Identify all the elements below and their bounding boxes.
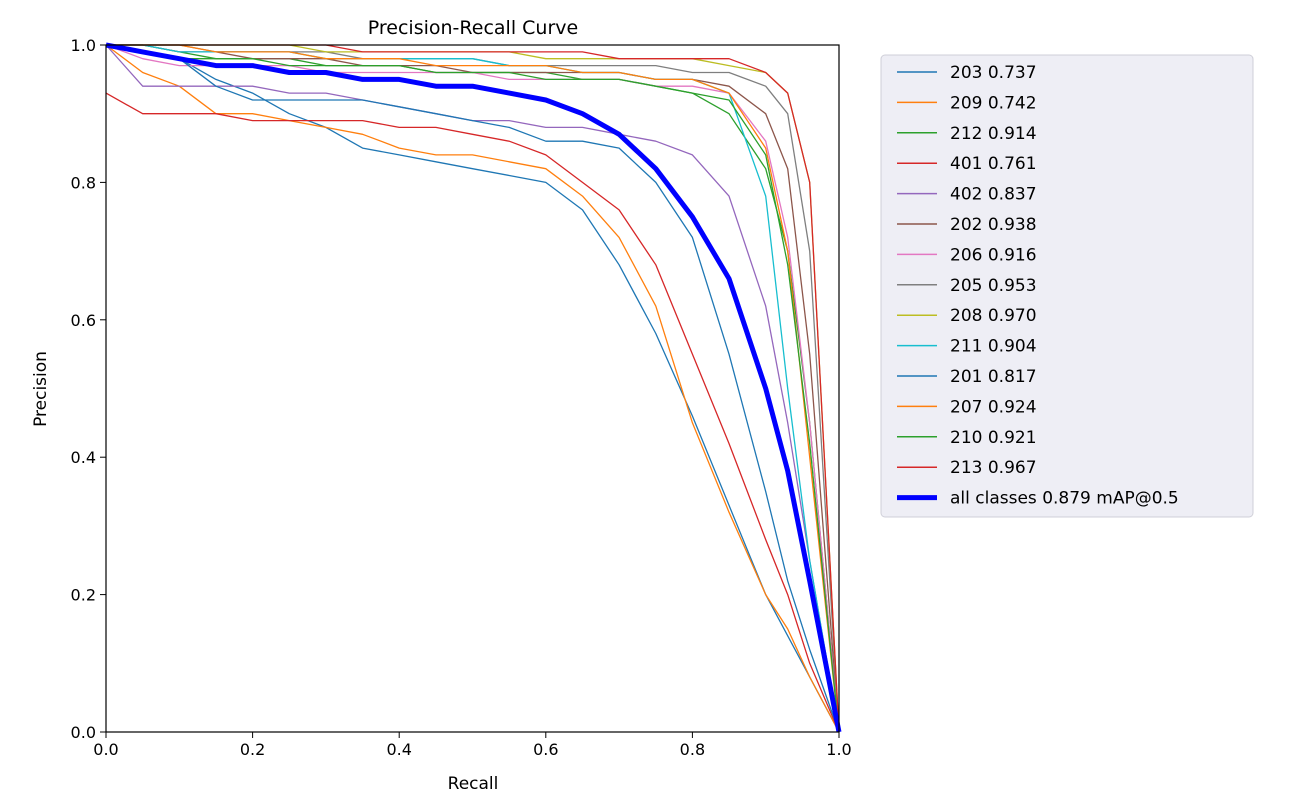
series-line-2 — [106, 44, 840, 733]
series-line-13 — [106, 44, 840, 733]
y-tick-label-1: 0.2 — [71, 586, 96, 605]
legend: 203 0.737 209 0.742 212 0.914 401 0.761 402 … — [880, 54, 1254, 518]
legend-label-7: 205 0.953 — [950, 276, 1037, 296]
series-line-6 — [105, 44, 840, 733]
y-tick-label-4: 0.8 — [71, 173, 96, 192]
series-line-3 — [105, 92, 840, 733]
series-line-12 — [105, 44, 840, 733]
y-tick-label-2: 0.4 — [71, 448, 96, 467]
x-tick-label-0: 0.0 — [93, 740, 118, 759]
y-tick-label-3: 0.6 — [71, 311, 96, 330]
series-line-14 — [105, 42, 842, 733]
legend-label-8: 208 0.970 — [950, 306, 1037, 326]
series-line-10 — [105, 44, 840, 733]
series-line-1 — [105, 44, 840, 733]
legend-label-2: 212 0.914 — [950, 124, 1037, 144]
series-line-0 — [105, 44, 840, 733]
legend-label-12: 210 0.921 — [950, 428, 1037, 448]
y-tick-label-0: 0.0 — [71, 723, 96, 742]
chart-title: Precision-Recall Curve — [368, 17, 578, 39]
legend-label-5: 202 0.938 — [950, 215, 1037, 235]
legend-label-1: 209 0.742 — [950, 93, 1037, 113]
x-tick-label-3: 0.6 — [533, 740, 558, 759]
x-tick-label-2: 0.4 — [386, 740, 411, 759]
legend-box — [880, 54, 1254, 518]
series-line-5 — [106, 44, 840, 733]
legend-label-14: all classes 0.879 mAP@0.5 — [950, 489, 1179, 509]
series-line-8 — [106, 44, 840, 733]
plot-frame — [105, 44, 840, 733]
series-line-7 — [106, 44, 840, 733]
x-axis-label: Recall — [448, 774, 499, 794]
series-layer — [105, 42, 842, 733]
legend-label-0: 203 0.737 — [950, 63, 1037, 83]
x-tick-label-1: 0.2 — [240, 740, 265, 759]
legend-label-10: 201 0.817 — [950, 367, 1037, 387]
y-axis-label: Precision — [31, 351, 51, 427]
legend-label-3: 401 0.761 — [950, 154, 1037, 174]
legend-label-9: 211 0.904 — [950, 337, 1037, 357]
series-line-4 — [105, 44, 840, 733]
x-tick-label-4: 0.8 — [680, 740, 705, 759]
y-tick-label-5: 1.0 — [71, 36, 96, 55]
legend-label-11: 207 0.924 — [950, 397, 1037, 417]
series-line-11 — [106, 44, 840, 733]
ticks-layer: 0.0 0.2 0.4 0.6 0.8 1.0 0.0 0.2 0.4 0.6 0.8 1.0 — [71, 36, 852, 759]
series-line-9 — [106, 44, 840, 733]
legend-label-4: 402 0.837 — [950, 185, 1037, 205]
x-tick-label-5: 1.0 — [826, 740, 851, 759]
legend-items: 203 0.737 209 0.742 212 0.914 401 0.761 402 … — [897, 63, 1179, 509]
legend-label-6: 206 0.916 — [950, 245, 1037, 265]
legend-label-13: 213 0.967 — [950, 458, 1037, 478]
